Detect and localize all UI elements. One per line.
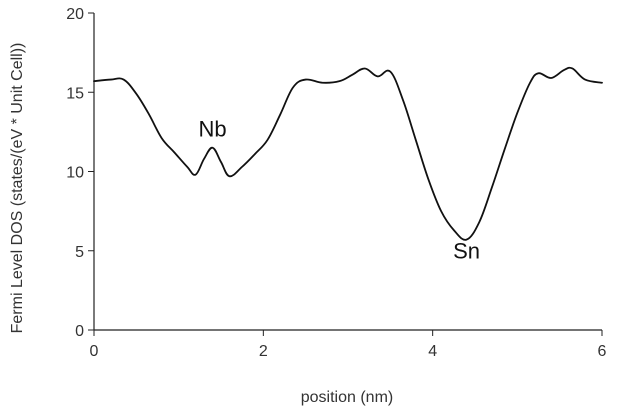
y-tick-label: 0 bbox=[75, 323, 84, 340]
x-axis-label: position (nm) bbox=[301, 389, 393, 406]
y-tick-label: 10 bbox=[66, 165, 84, 182]
ticks-layer: 0 5 10 15 20 0 2 4 6 bbox=[66, 6, 606, 360]
x-tick-label: 2 bbox=[259, 343, 268, 360]
x-tick-label: 6 bbox=[598, 343, 607, 360]
series-layer bbox=[93, 66, 603, 241]
y-tick-label: 15 bbox=[66, 85, 84, 102]
axes-layer bbox=[93, 13, 602, 331]
y-axis-label: Fermi Level DOS (states/(eV * Unit Cell)… bbox=[9, 43, 26, 334]
annotation-sn: Sn bbox=[453, 239, 480, 264]
x-tick-label: 4 bbox=[428, 343, 437, 360]
annotation-layer: Nb Sn bbox=[198, 117, 480, 264]
x-tick-label: 0 bbox=[90, 343, 99, 360]
y-tick-label: 5 bbox=[75, 244, 84, 261]
annotation-nb: Nb bbox=[198, 117, 226, 142]
dos-series-line bbox=[93, 66, 603, 241]
y-tick-label: 20 bbox=[66, 6, 84, 23]
